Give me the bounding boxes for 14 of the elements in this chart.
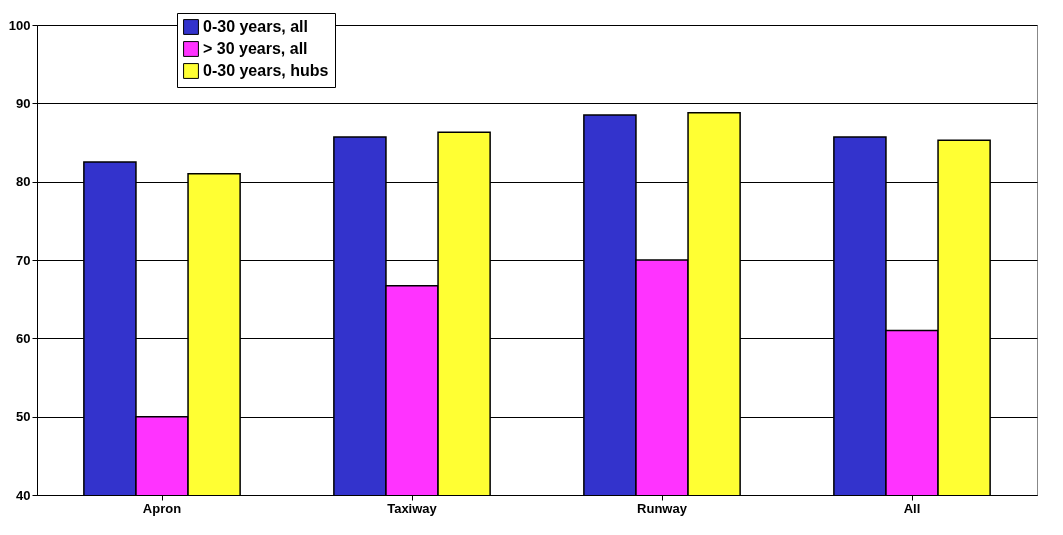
y-tick-label: 40: [16, 487, 31, 503]
y-tick-label: 50: [16, 409, 31, 425]
y-tick-label: 90: [16, 95, 31, 111]
legend-label: 0-30 years, hubs: [203, 62, 329, 79]
y-tick-label: 70: [16, 252, 31, 268]
legend-label: > 30 years, all: [203, 40, 308, 57]
x-tick-label: All: [903, 500, 921, 516]
y-tick-label: 60: [16, 330, 31, 346]
x-tick-label: Taxiway: [387, 500, 438, 516]
x-tick-label: Apron: [142, 500, 182, 516]
legend-label: 0-30 years, all: [203, 18, 308, 35]
y-tick-label: 100: [8, 17, 31, 33]
x-tick-label: Runway: [637, 500, 688, 516]
y-tick-label: 80: [16, 174, 31, 190]
